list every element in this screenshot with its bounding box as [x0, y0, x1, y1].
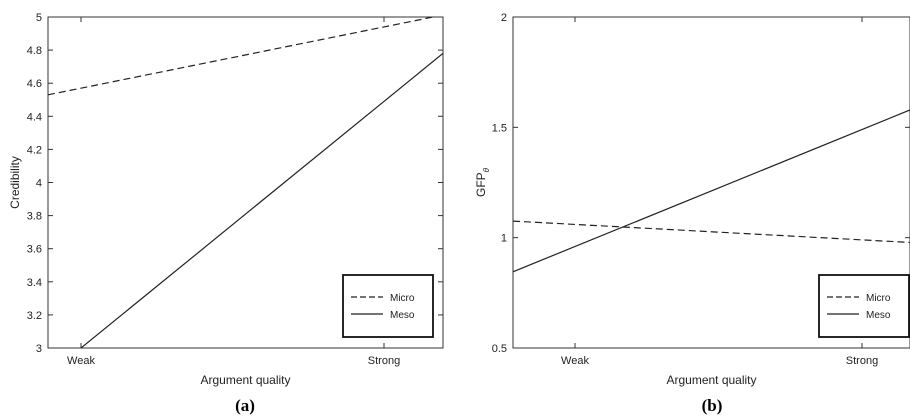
x-tick-label: Weak [561, 355, 589, 367]
series-line-meso [513, 109, 910, 273]
y-tick-label: 4.8 [27, 45, 42, 57]
y-tick-label: 1.5 [492, 122, 507, 134]
y-axis-label: Credibility [8, 156, 22, 209]
x-axis-label: Argument quality [666, 373, 756, 387]
x-axis-label: Argument quality [200, 373, 290, 387]
y-tick-label: 4.6 [27, 78, 42, 90]
panel-caption: (a) [235, 396, 255, 415]
legend-label-micro: Micro [390, 293, 415, 304]
x-tick-label: Strong [368, 355, 400, 367]
series-line-micro [513, 220, 910, 244]
y-tick-label: 0.5 [492, 343, 507, 355]
plot-area-frame [512, 16, 910, 349]
y-tick-label: 4 [36, 178, 42, 190]
y-tick-label: 1 [501, 233, 507, 245]
y-tick-label: 3.8 [27, 211, 42, 223]
legend-box [818, 274, 910, 338]
y-tick-label: 5 [36, 12, 42, 24]
y-tick-label: 3 [36, 343, 42, 355]
x-tick-label: Strong [846, 355, 878, 367]
series-line-micro [48, 17, 437, 96]
y-axis-label-main: Credibility [8, 156, 22, 209]
y-tick-label: 4.4 [27, 111, 42, 123]
y-tick-label: 3.4 [27, 277, 42, 289]
y-axis-label: GFPθ [474, 167, 491, 197]
y-tick-label: 4.2 [27, 144, 42, 156]
panel-a: 3 3.2 3.4 3.6 3.8 4 4.2 4.4 4.6 4.8 5 Weak Strong Arg… [8, 12, 444, 415]
legend-label-meso: Meso [866, 310, 891, 321]
legend-label-micro: Micro [866, 293, 891, 304]
y-axis-label-subscript: θ [482, 167, 491, 172]
x-tick-label: Weak [67, 355, 95, 367]
legend-label-meso: Meso [390, 310, 415, 321]
y-axis-label-main: GFP [474, 172, 488, 197]
series-line-meso [80, 52, 443, 348]
y-tick-label: 3.6 [27, 244, 42, 256]
panel-caption: (b) [702, 396, 723, 415]
y-tick-label: 2 [501, 12, 507, 24]
panel-b: 0.5 1 1.5 2 Weak Strong Argument quality GFPθ Mi… [474, 12, 910, 415]
y-tick-label: 3.2 [27, 310, 42, 322]
legend-box [342, 274, 434, 338]
